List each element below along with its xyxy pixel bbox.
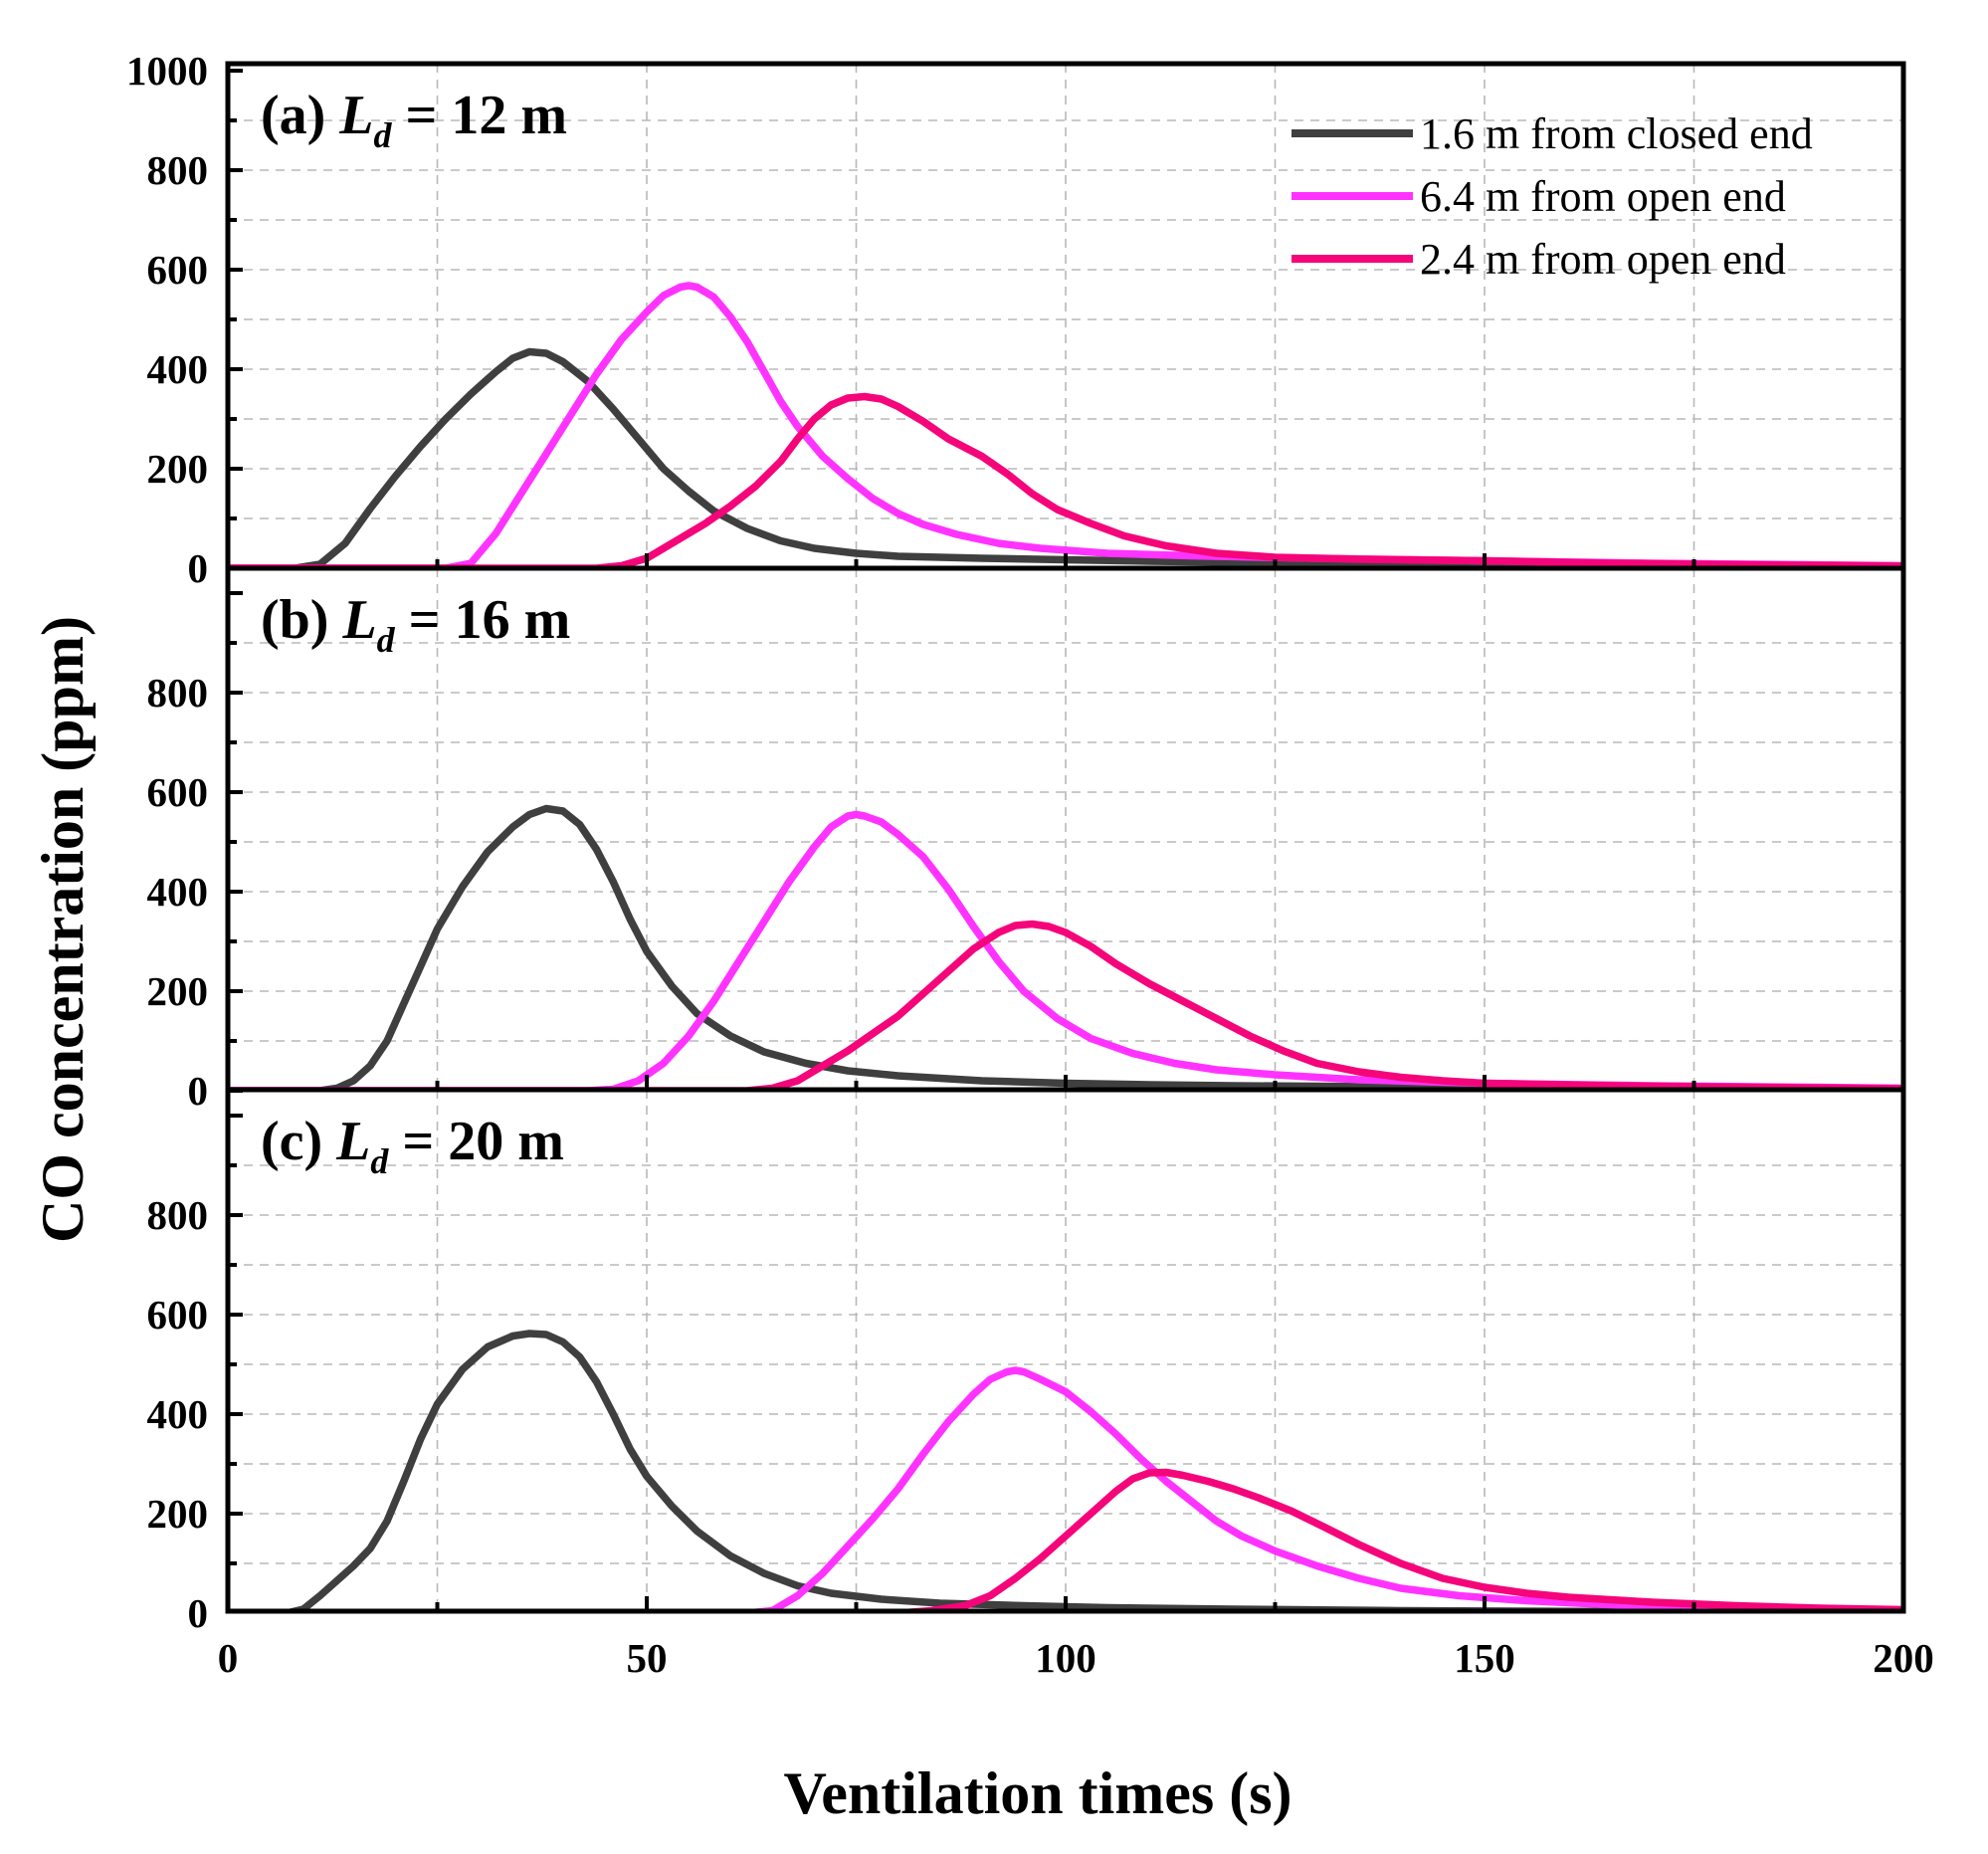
- legend: 1.6 m from closed end 6.4 m from open end…: [1292, 109, 1813, 284]
- y-tick-label: 200: [147, 446, 209, 492]
- y-tick-label: 1000: [126, 48, 208, 94]
- panel-b: 0 200 400 600 800 (b) Ld = 16 m: [147, 565, 1906, 1114]
- legend-label: 2.4 m from open end: [1420, 235, 1786, 284]
- panel-label: (a) Ld = 12 m: [261, 85, 567, 155]
- series-line-2: [228, 282, 1903, 568]
- y-axis-label: CO concentration (ppm): [30, 616, 96, 1243]
- y-tick-label: 600: [147, 1292, 209, 1338]
- x-tick-label: 100: [1035, 1635, 1096, 1681]
- x-tick-label: 200: [1873, 1635, 1934, 1681]
- y-tick-label: 400: [147, 869, 209, 915]
- y-tick-label: 800: [147, 670, 209, 716]
- y-tick-label: 800: [147, 1192, 209, 1238]
- legend-label: 6.4 m from open end: [1420, 172, 1786, 221]
- y-tick-label: 200: [147, 1491, 209, 1537]
- panel-label: (b) Ld = 16 m: [261, 589, 570, 660]
- y-tick-label: 0: [188, 1068, 209, 1114]
- x-axis-label: Ventilation times (s): [783, 1760, 1292, 1826]
- y-tick-label: 0: [188, 1590, 209, 1636]
- y-tick-label: 800: [147, 147, 209, 193]
- y-tick-label: 600: [147, 769, 209, 815]
- y-tick-label: 600: [147, 247, 209, 293]
- series-line-1: [228, 804, 1903, 1090]
- series-line-1: [228, 347, 1903, 568]
- panel-a: 0 200 400 600 800 1000 (a) Ld = 12 m: [126, 48, 1906, 591]
- series-line-2: [228, 1366, 1903, 1611]
- panel-c: 0 200 400 600 800 (c) Ld = 20 m: [147, 1087, 1906, 1636]
- series-line-3: [228, 392, 1903, 568]
- y-tick-label: 400: [147, 1391, 209, 1437]
- series-line-2: [228, 810, 1903, 1090]
- panel-label: (c) Ld = 20 m: [261, 1111, 564, 1181]
- series-line-3: [228, 1468, 1903, 1611]
- x-tick-label: 50: [627, 1635, 668, 1681]
- series-line-3: [228, 920, 1903, 1090]
- y-tick-label: 200: [147, 968, 209, 1014]
- y-tick-label: 400: [147, 346, 209, 392]
- y-tick-label: 0: [188, 545, 209, 591]
- legend-label: 1.6 m from closed end: [1420, 109, 1813, 158]
- x-tick-label: 150: [1454, 1635, 1515, 1681]
- x-tick-label: 0: [218, 1635, 239, 1681]
